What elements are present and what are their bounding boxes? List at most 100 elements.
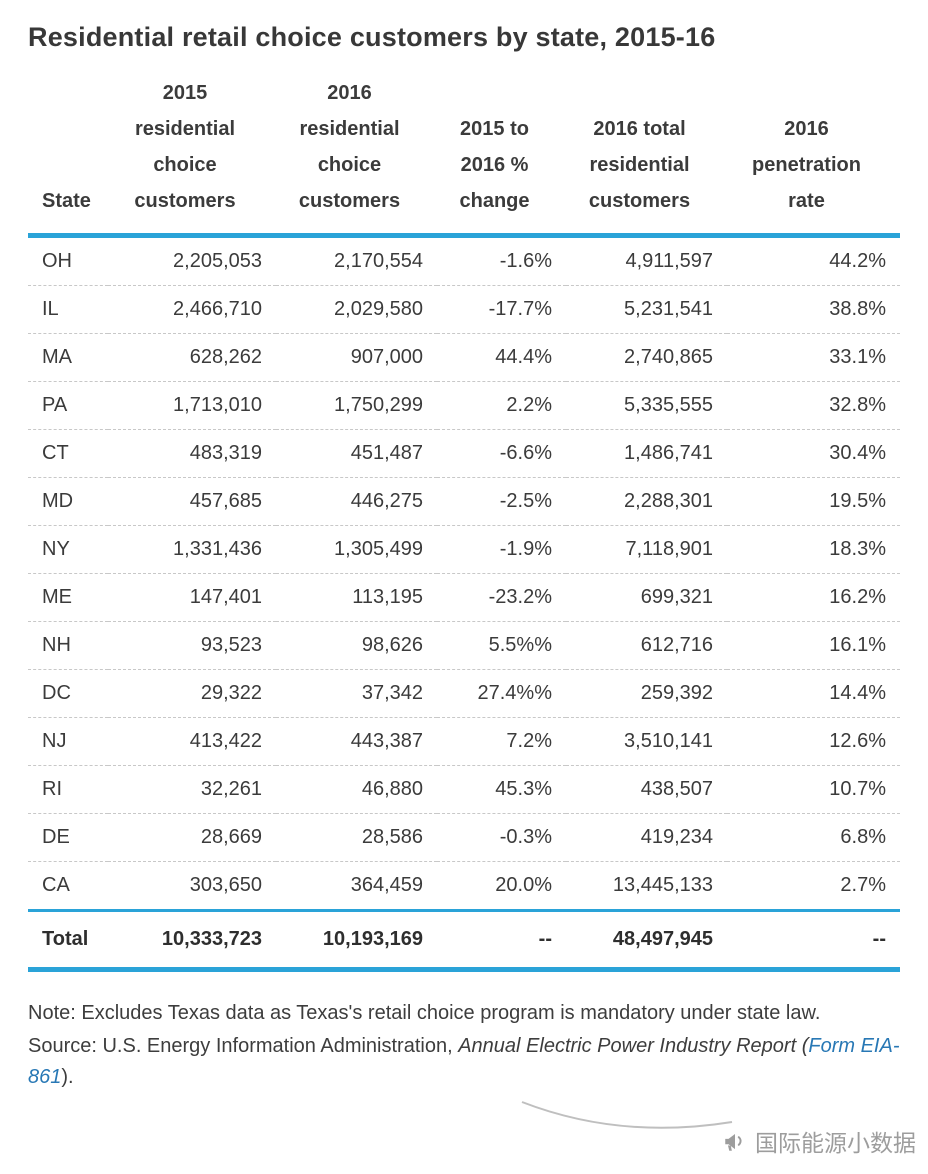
value-cell: 438,507 bbox=[566, 765, 727, 814]
value-cell: 7.2% bbox=[437, 717, 566, 766]
state-cell: DC bbox=[28, 669, 108, 718]
value-cell: 29,322 bbox=[108, 669, 276, 718]
source-publication: Annual Electric Power Industry Report bbox=[458, 1035, 797, 1057]
header-2016-total-customers: 2016 total residential customers bbox=[566, 71, 727, 238]
value-cell: 45.3% bbox=[437, 765, 566, 814]
state-cell: MA bbox=[28, 333, 108, 382]
value-cell: 5.5%% bbox=[437, 621, 566, 670]
value-cell: 10.7% bbox=[727, 765, 900, 814]
total-2015-choice: 10,333,723 bbox=[108, 910, 276, 972]
total-label: Total bbox=[28, 910, 108, 972]
value-cell: 32,261 bbox=[108, 765, 276, 814]
value-cell: -2.5% bbox=[437, 477, 566, 526]
table-row: NY 1,331,436 1,305,499 -1.9% 7,118,901 18.3% bbox=[28, 525, 900, 574]
table-body: OH 2,205,053 2,170,554 -1.6% 4,911,597 44.2% I… bbox=[28, 235, 900, 912]
state-cell: DE bbox=[28, 813, 108, 862]
value-cell: 446,275 bbox=[276, 477, 437, 526]
value-cell: 46,880 bbox=[276, 765, 437, 814]
state-cell: MD bbox=[28, 477, 108, 526]
value-cell: -1.6% bbox=[437, 235, 566, 286]
table-row: PA 1,713,010 1,750,299 2.2% 5,335,555 32.8% bbox=[28, 381, 900, 430]
value-cell: 5,231,541 bbox=[566, 285, 727, 334]
table-row: ME 147,401 113,195 -23.2% 699,321 16.2% bbox=[28, 573, 900, 622]
form-eia-861-link[interactable]: Form EIA-861 bbox=[28, 1035, 900, 1088]
value-cell: 6.8% bbox=[727, 813, 900, 862]
value-cell: 1,331,436 bbox=[108, 525, 276, 574]
source-paren-open: ( bbox=[796, 1035, 809, 1057]
value-cell: 147,401 bbox=[108, 573, 276, 622]
table-row: MD 457,685 446,275 -2.5% 2,288,301 19.5% bbox=[28, 477, 900, 526]
value-cell: 98,626 bbox=[276, 621, 437, 670]
value-cell: 2,466,710 bbox=[108, 285, 276, 334]
value-cell: 451,487 bbox=[276, 429, 437, 478]
value-cell: 2,288,301 bbox=[566, 477, 727, 526]
total-penetration: -- bbox=[727, 910, 900, 972]
value-cell: 1,305,499 bbox=[276, 525, 437, 574]
table-row: DE 28,669 28,586 -0.3% 419,234 6.8% bbox=[28, 813, 900, 862]
value-cell: -23.2% bbox=[437, 573, 566, 622]
value-cell: 2,740,865 bbox=[566, 333, 727, 382]
notes-section: Note: Excludes Texas data as Texas's ret… bbox=[28, 998, 900, 1093]
value-cell: 4,911,597 bbox=[566, 235, 727, 286]
table-row: CA 303,650 364,459 20.0% 13,445,133 2.7% bbox=[28, 861, 900, 912]
state-cell: ME bbox=[28, 573, 108, 622]
value-cell: 443,387 bbox=[276, 717, 437, 766]
value-cell: 18.3% bbox=[727, 525, 900, 574]
note-text: Note: Excludes Texas data as Texas's ret… bbox=[28, 1002, 821, 1024]
value-cell: 7,118,901 bbox=[566, 525, 727, 574]
table-row: IL 2,466,710 2,029,580 -17.7% 5,231,541 38.8% bbox=[28, 285, 900, 334]
value-cell: 33.1% bbox=[727, 333, 900, 382]
value-cell: 1,486,741 bbox=[566, 429, 727, 478]
page-title: Residential retail choice customers by s… bbox=[28, 22, 716, 52]
value-cell: 2,205,053 bbox=[108, 235, 276, 286]
state-cell: RI bbox=[28, 765, 108, 814]
value-cell: -6.6% bbox=[437, 429, 566, 478]
value-cell: 113,195 bbox=[276, 573, 437, 622]
header-penetration-rate: 2016 penetration rate bbox=[727, 71, 900, 238]
value-cell: 2.2% bbox=[437, 381, 566, 430]
state-cell: NJ bbox=[28, 717, 108, 766]
state-cell: CT bbox=[28, 429, 108, 478]
header-percent-change: 2015 to 2016 % change bbox=[437, 71, 566, 238]
value-cell: 2.7% bbox=[727, 861, 900, 912]
value-cell: 1,713,010 bbox=[108, 381, 276, 430]
table-row: NH 93,523 98,626 5.5%% 612,716 16.1% bbox=[28, 621, 900, 670]
value-cell: 28,586 bbox=[276, 813, 437, 862]
source-paren-close: ). bbox=[61, 1066, 74, 1088]
value-cell: 28,669 bbox=[108, 813, 276, 862]
value-cell: -1.9% bbox=[437, 525, 566, 574]
value-cell: 37,342 bbox=[276, 669, 437, 718]
state-cell: PA bbox=[28, 381, 108, 430]
state-cell: NY bbox=[28, 525, 108, 574]
value-cell: 32.8% bbox=[727, 381, 900, 430]
value-cell: 3,510,141 bbox=[566, 717, 727, 766]
value-cell: 457,685 bbox=[108, 477, 276, 526]
value-cell: 364,459 bbox=[276, 861, 437, 912]
state-cell: CA bbox=[28, 861, 108, 912]
value-cell: 2,029,580 bbox=[276, 285, 437, 334]
total-2016-choice: 10,193,169 bbox=[276, 910, 437, 972]
value-cell: 16.1% bbox=[727, 621, 900, 670]
value-cell: 16.2% bbox=[727, 573, 900, 622]
table-row: MA 628,262 907,000 44.4% 2,740,865 33.1% bbox=[28, 333, 900, 382]
total-row: Total 10,333,723 10,193,169 -- 48,497,94… bbox=[28, 910, 900, 972]
value-cell: -0.3% bbox=[437, 813, 566, 862]
watermark-swoosh bbox=[521, 1101, 733, 1129]
state-cell: NH bbox=[28, 621, 108, 670]
watermark-text: 国际能源小数据 bbox=[755, 1130, 916, 1156]
value-cell: 27.4%% bbox=[437, 669, 566, 718]
value-cell: 93,523 bbox=[108, 621, 276, 670]
header-2015-choice-customers: 2015 residential choice customers bbox=[108, 71, 276, 238]
value-cell: 30.4% bbox=[727, 429, 900, 478]
value-cell: 12.6% bbox=[727, 717, 900, 766]
value-cell: 259,392 bbox=[566, 669, 727, 718]
total-percent-change: -- bbox=[437, 910, 566, 972]
value-cell: 483,319 bbox=[108, 429, 276, 478]
value-cell: 303,650 bbox=[108, 861, 276, 912]
value-cell: 612,716 bbox=[566, 621, 727, 670]
value-cell: 2,170,554 bbox=[276, 235, 437, 286]
total-2016-total: 48,497,945 bbox=[566, 910, 727, 972]
source-text: Source: U.S. Energy Information Administ… bbox=[28, 1031, 900, 1093]
value-cell: 413,422 bbox=[108, 717, 276, 766]
